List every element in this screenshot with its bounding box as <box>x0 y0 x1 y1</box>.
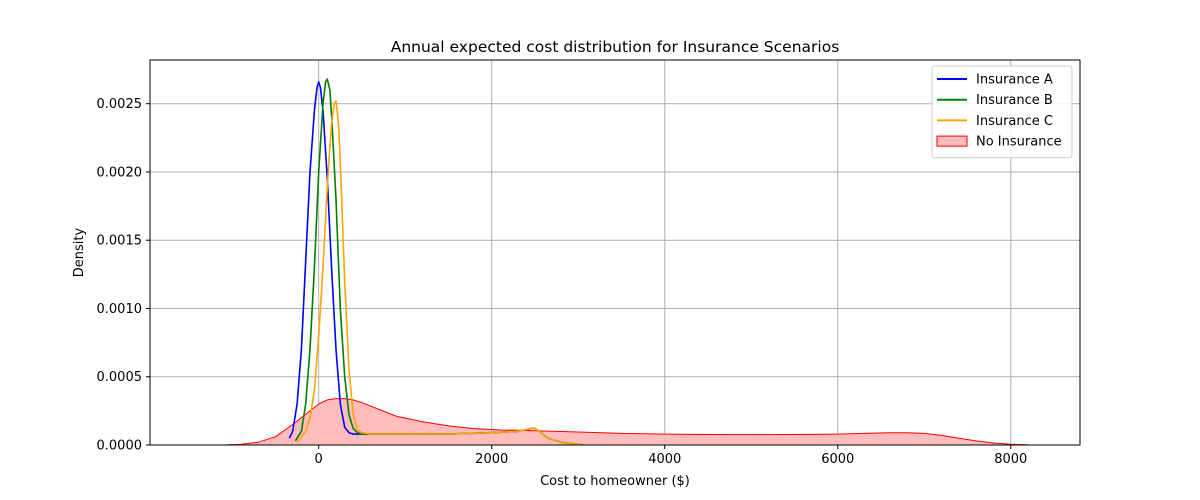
y-tick-label: 0.0005 <box>97 370 143 385</box>
y-tick-label: 0.0000 <box>97 439 143 454</box>
grid <box>150 60 1080 446</box>
chart-title: Annual expected cost distribution for In… <box>391 38 840 56</box>
series-line-insurance-c <box>296 100 583 446</box>
x-tick-label: 0 <box>315 452 323 467</box>
legend-label-insurance-b: Insurance B <box>976 93 1053 108</box>
x-tick-label: 2000 <box>475 452 508 467</box>
series-layer <box>223 78 1037 446</box>
x-tick-label: 4000 <box>648 452 681 467</box>
legend-swatch-no-insurance <box>936 135 968 147</box>
legend-label-no-insurance: No Insurance <box>976 135 1062 150</box>
plot-frame <box>149 59 1081 446</box>
y-axis-title: Density <box>72 227 87 277</box>
y-tick-label: 0.0015 <box>97 234 143 249</box>
legend-label-insurance-c: Insurance C <box>976 114 1053 129</box>
legend-box <box>931 65 1073 159</box>
series-line-no-insurance <box>223 398 1037 446</box>
ticks: 0 2000 4000 6000 8000 0.0000 0.0005 0.0010 0.001… <box>97 97 1028 467</box>
y-tick-label: 0.0010 <box>97 302 143 317</box>
y-tick-label: 0.0025 <box>97 97 143 112</box>
x-tick-label: 8000 <box>994 452 1027 467</box>
y-tick-label: 0.0020 <box>97 165 143 180</box>
x-axis-title: Cost to homeowner ($) <box>540 474 690 489</box>
x-tick-label: 6000 <box>821 452 854 467</box>
legend-label-insurance-a: Insurance A <box>976 73 1053 88</box>
legend: Insurance A Insurance B Insurance C No Insu… <box>931 65 1073 159</box>
